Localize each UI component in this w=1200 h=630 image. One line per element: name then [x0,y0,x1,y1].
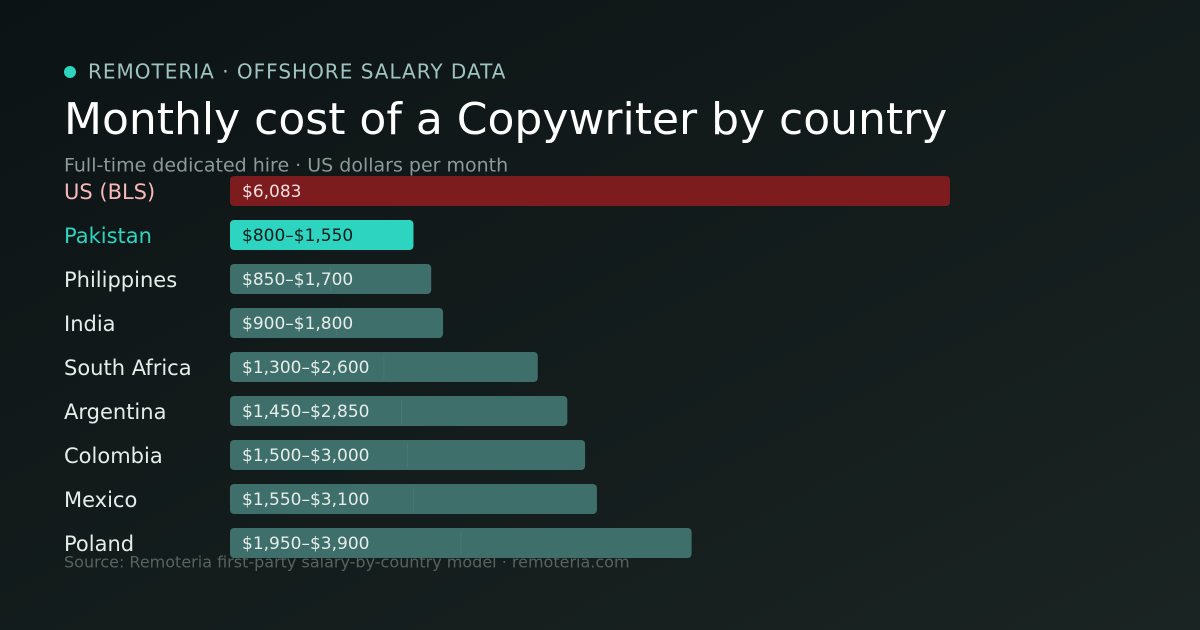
bars: US (BLS) $6,083 Pakistan $800–$1,550 Philipp… [64,176,950,558]
source: Source: Remoteria first-party salary-by-… [64,553,630,572]
category-label: Pakistan [64,224,152,248]
category-label: Philippines [64,268,177,292]
bar [230,528,692,558]
value-label: $1,450–$2,850 [242,402,369,422]
value-label: $1,500–$3,000 [242,446,369,466]
category-label: Colombia [64,444,163,468]
value-label: $1,550–$3,100 [242,490,369,510]
chart-title: Monthly cost of a Copywriter by country [64,94,947,145]
bar [230,396,568,426]
category-label: US (BLS) [64,180,155,204]
brand-dot [64,66,76,78]
bar [230,176,950,206]
bar [230,440,586,470]
bar [230,484,597,514]
value-label: $1,950–$3,900 [242,534,369,554]
value-label: $1,300–$2,600 [242,358,369,378]
category-label: South Africa [64,356,192,380]
value-label: $900–$1,800 [242,314,353,334]
category-label: Argentina [64,400,166,424]
value-label: $800–$1,550 [242,226,353,246]
bar [230,308,444,338]
chart-subtitle: Full-time dedicated hire · US dollars pe… [64,155,508,177]
value-label: $850–$1,700 [242,270,353,290]
bar [230,352,538,382]
value-label: $6,083 [242,182,301,202]
category-label: India [64,312,116,336]
bar [230,264,432,294]
bar [230,220,414,250]
category-label: Mexico [64,488,137,512]
category-label: Poland [64,532,134,556]
brand: REMOTERIA · OFFSHORE SALARY DATA [88,60,506,84]
